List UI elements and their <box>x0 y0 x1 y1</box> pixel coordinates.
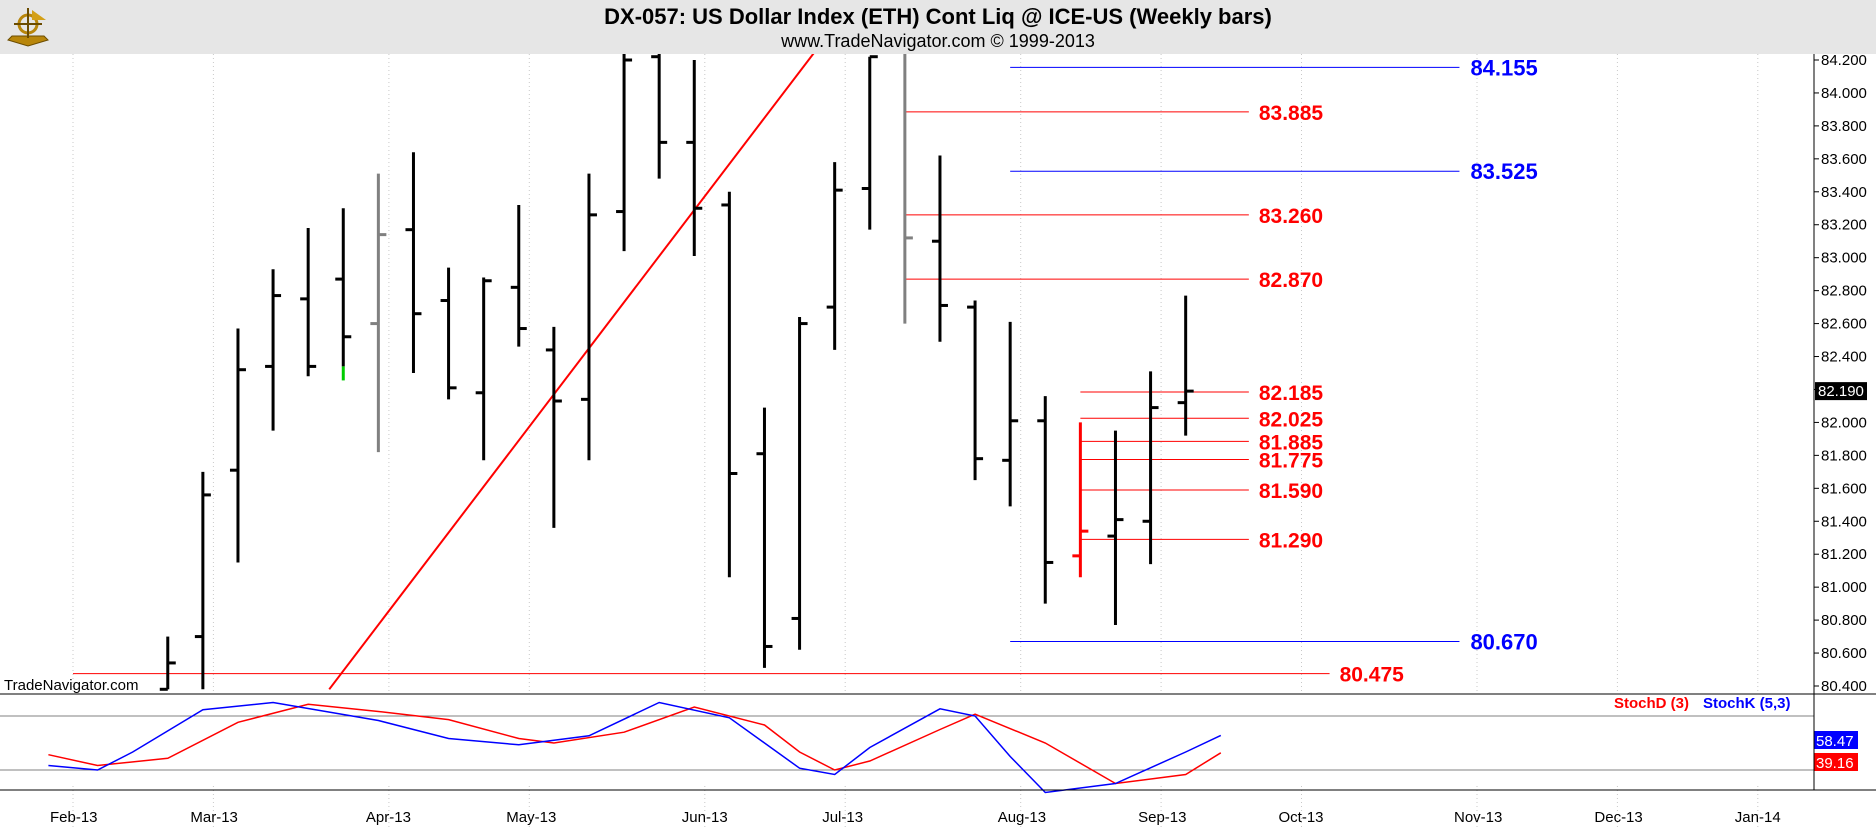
ohlc-bars <box>159 54 1194 691</box>
ohlc-bar <box>1177 295 1194 436</box>
y-tick-label: 84.200 <box>1821 52 1867 69</box>
ohlc-bar <box>229 328 246 563</box>
price-levels: 84.155 83.885 83.525 83.260 82.870 82.185 82.0… <box>73 55 1538 687</box>
y-tick-label: 81.000 <box>1821 579 1867 596</box>
y-tick-label: 80.800 <box>1821 612 1867 629</box>
level-label: 80.475 <box>1340 664 1405 687</box>
last-price-box <box>1815 382 1867 401</box>
x-tick-label: Oct-13 <box>1279 809 1324 826</box>
chart-header <box>0 0 1876 54</box>
level-label: 84.155 <box>1470 55 1537 80</box>
x-tick-label: Nov-13 <box>1454 809 1502 826</box>
ohlc-bar <box>545 326 562 528</box>
level-label: 81.290 <box>1259 529 1323 552</box>
x-tick-label: Mar-13 <box>190 809 238 826</box>
ohlc-bar <box>159 636 176 691</box>
ohlc-bar <box>756 407 773 668</box>
stoch-k-box <box>1814 731 1858 749</box>
ohlc-bar <box>440 267 457 400</box>
ohlc-bar <box>721 191 738 578</box>
ohlc-bar <box>1037 396 1054 604</box>
ohlc-bar <box>580 173 597 461</box>
ohlc-bar <box>1142 371 1159 565</box>
x-tick-label: Jul-13 <box>822 809 863 826</box>
level-label: 82.870 <box>1259 269 1323 292</box>
ohlc-bar <box>1002 321 1019 507</box>
ohlc-bar <box>475 277 492 461</box>
last-price-label: 82.190 <box>1818 383 1864 400</box>
x-tick-label: Dec-13 <box>1594 809 1642 826</box>
x-tick-label: Sep-13 <box>1138 809 1186 826</box>
chart-title: DX-057: US Dollar Index (ETH) Cont Liq @… <box>604 4 1272 29</box>
ohlc-bar <box>265 269 282 431</box>
ohlc-bar <box>194 471 211 690</box>
stoch-d-line <box>48 703 1222 785</box>
x-tick-label: Jun-13 <box>682 809 728 826</box>
ohlc-bar <box>510 204 527 347</box>
y-tick-label: 81.600 <box>1821 480 1867 497</box>
x-tick-label: Jan-14 <box>1735 809 1781 826</box>
trendline-layer <box>328 54 815 690</box>
y-tick-label: 80.600 <box>1821 645 1867 662</box>
ohlc-bar <box>335 208 352 367</box>
ohlc-bar <box>903 54 913 324</box>
y-tick-label: 82.800 <box>1821 283 1867 300</box>
watermark: TradeNavigator.com <box>4 677 139 694</box>
y-tick-label: 84.000 <box>1821 85 1867 102</box>
x-tick-label: Aug-13 <box>998 809 1046 826</box>
ohlc-bar <box>616 54 633 252</box>
ohlc-bar <box>651 54 668 179</box>
y-tick-label: 81.800 <box>1821 447 1867 464</box>
ohlc-bar <box>1072 422 1089 578</box>
ohlc-bar <box>405 152 422 373</box>
ohlc-bar <box>967 300 984 481</box>
ohlc-bar <box>931 155 948 342</box>
y-tick-label: 82.000 <box>1821 414 1867 431</box>
level-label: 82.025 <box>1259 408 1324 431</box>
ohlc-bar <box>826 162 843 350</box>
y-tick-label: 82.400 <box>1821 349 1867 366</box>
stoch-legend-d: StochD (3) <box>1614 695 1689 712</box>
x-tick-label: May-13 <box>506 809 556 826</box>
stoch-k-value: 58.47 <box>1816 733 1854 750</box>
x-tick-label: Apr-13 <box>366 809 411 826</box>
stochastic-panel: StochD (3) StochK (5,3) 58.47 39.16 <box>0 693 1876 794</box>
level-label: 81.590 <box>1259 480 1323 503</box>
y-tick-label: 81.400 <box>1821 513 1867 530</box>
level-label: 83.260 <box>1259 205 1323 228</box>
ohlc-bar <box>791 316 808 650</box>
x-axis: Feb-13 Mar-13 Apr-13 May-13 Jun-13 Jul-13 Aug-… <box>50 809 1781 826</box>
y-tick-label: 83.600 <box>1821 151 1867 168</box>
level-label: 82.185 <box>1259 382 1324 405</box>
level-label: 83.525 <box>1470 159 1537 184</box>
y-tick-label: 83.400 <box>1821 184 1867 201</box>
stoch-d-value: 39.16 <box>1816 755 1854 772</box>
stoch-d-box <box>1814 753 1858 771</box>
y-tick-label: 83.800 <box>1821 118 1867 135</box>
y-tick-label: 83.200 <box>1821 217 1867 234</box>
level-label: 81.885 <box>1259 431 1324 454</box>
grid-lines <box>72 54 1759 828</box>
ohlc-bar <box>861 55 878 230</box>
level-label: 81.775 <box>1259 449 1324 472</box>
chart-subtitle: www.TradeNavigator.com © 1999-2013 <box>781 31 1095 51</box>
y-tick-label: 80.400 <box>1821 678 1867 695</box>
ohlc-bar <box>686 60 703 257</box>
ohlc-bar <box>1107 430 1124 626</box>
stoch-k-line <box>48 701 1222 794</box>
trendline <box>328 54 815 690</box>
level-label: 80.670 <box>1470 630 1537 655</box>
stoch-legend-k: StochK (5,3) <box>1703 695 1791 712</box>
ohlc-bar <box>300 228 317 377</box>
level-label: 83.885 <box>1259 102 1324 125</box>
ohlc-bar <box>370 173 387 453</box>
y-tick-label: 81.200 <box>1821 546 1867 563</box>
x-tick-label: Feb-13 <box>50 809 98 826</box>
y-tick-label: 83.000 <box>1821 250 1867 267</box>
y-tick-label: 82.600 <box>1821 316 1867 333</box>
y-axis: 80.400 80.600 80.800 81.000 81.200 81.400 81.6… <box>1813 52 1867 695</box>
trade-navigator-logo-icon <box>2 2 54 52</box>
